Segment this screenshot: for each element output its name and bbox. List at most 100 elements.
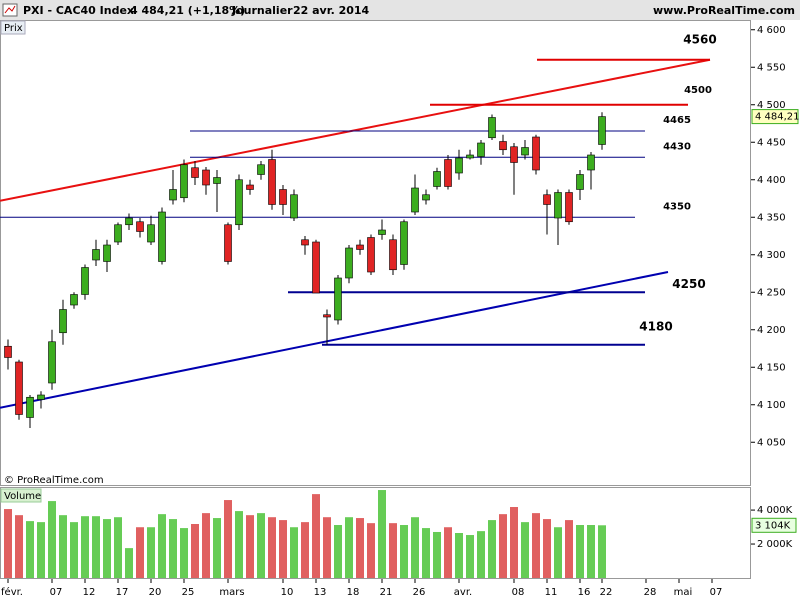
candle-body [378, 229, 386, 235]
level-label: 4180 [639, 319, 672, 333]
candle-body [59, 309, 67, 334]
volume-bar [4, 509, 12, 578]
level-label: 4500 [684, 85, 712, 96]
header-bar [0, 0, 800, 20]
volume-bar [532, 513, 540, 578]
y-tick-label: 4 300 [757, 250, 786, 261]
volume-bar [257, 513, 265, 578]
candle-body [422, 194, 430, 201]
candle-body [37, 394, 45, 400]
x-tick-label: 22 [600, 587, 613, 598]
candle-body [26, 396, 34, 418]
last-volume-label: 3 104K [755, 520, 791, 531]
y-tick-label: 4 150 [757, 362, 786, 373]
candle-body [92, 249, 100, 261]
volume-bar [147, 527, 155, 578]
candle-body [521, 147, 529, 156]
candle-body [202, 169, 210, 186]
y-tick-label: 4 100 [757, 400, 786, 411]
level-label: 4430 [663, 141, 691, 152]
candle-body [587, 154, 595, 171]
volume-panel [0, 487, 751, 579]
volume-bar [92, 516, 100, 578]
volume-bar [345, 517, 353, 578]
volume-bar [543, 519, 551, 578]
volume-tick-label: 2 000K [757, 539, 793, 550]
last-price-label: 4 484,21 [755, 112, 800, 123]
copyright: © ProRealTime.com [4, 475, 104, 486]
x-tick-label: 07 [710, 587, 723, 598]
volume-bar [136, 527, 144, 578]
x-tick-label: 26 [413, 587, 426, 598]
volume-bar [290, 527, 298, 578]
volume-bar [378, 490, 386, 578]
volume-bar [26, 521, 34, 578]
volume-bar [279, 520, 287, 578]
volume-bar [301, 522, 309, 578]
candle-body [444, 159, 452, 187]
candle-body [323, 314, 331, 318]
candle-body [191, 167, 199, 178]
x-tick-label: 25 [182, 587, 195, 598]
volume-bar [521, 522, 529, 578]
trendline [0, 271, 669, 409]
y-tick-label: 4 250 [757, 287, 786, 298]
candle-body [224, 224, 232, 262]
x-tick-label: mars [219, 587, 244, 598]
volume-bar [598, 525, 606, 578]
x-tick-label: 13 [314, 587, 327, 598]
candle-body [433, 171, 441, 187]
volume-bar [158, 514, 166, 578]
volume-bar [587, 525, 595, 578]
volume-bar [323, 517, 331, 578]
volume-bar [334, 525, 342, 578]
volume-bar [455, 533, 463, 578]
candle-body [114, 224, 122, 243]
x-tick-label: févr. [1, 586, 23, 598]
volume-bar [389, 523, 397, 578]
candle-body [125, 217, 133, 226]
candle-body [565, 192, 573, 223]
candle-body [389, 239, 397, 271]
period: Journalier [231, 4, 293, 17]
volume-bar [356, 518, 364, 578]
x-tick-label: 07 [50, 587, 63, 598]
volume-tick-label: 4 000K [757, 505, 793, 516]
volume-bar [554, 527, 562, 578]
source: www.ProRealTime.com [653, 4, 795, 17]
volume-bar [411, 517, 419, 578]
candle-body [136, 221, 144, 232]
level-label: 4560 [683, 32, 716, 46]
x-tick-label: 17 [116, 587, 129, 598]
y-tick-label: 4 600 [757, 25, 786, 36]
candle-body [103, 244, 111, 262]
volume-bar [81, 516, 89, 578]
candle-body [279, 189, 287, 205]
header-icon-line [4, 5, 16, 14]
volume-bar [169, 519, 177, 578]
x-tick-label: 12 [83, 587, 96, 598]
candle-body [246, 184, 254, 190]
y-tick-label: 4 400 [757, 175, 786, 186]
volume-bar [444, 527, 452, 578]
volume-bar [268, 517, 276, 578]
volume-bar [477, 531, 485, 578]
candle-body [576, 174, 584, 190]
y-tick-label: 4 450 [757, 137, 786, 148]
volume-bar [59, 515, 67, 578]
candle-body [488, 117, 496, 139]
candle-body [510, 146, 518, 163]
x-tick-label: 08 [512, 587, 525, 598]
volume-bar [488, 520, 496, 578]
candle-body [345, 247, 353, 279]
candle-body [257, 164, 265, 175]
candle-body [268, 159, 276, 205]
volume-bar [312, 494, 320, 578]
panel-label-box [0, 20, 26, 35]
candle-body [180, 164, 188, 199]
volume-bar [103, 519, 111, 578]
volume-bar [499, 514, 507, 578]
price-panel [0, 20, 751, 486]
volume-bar [367, 523, 375, 578]
